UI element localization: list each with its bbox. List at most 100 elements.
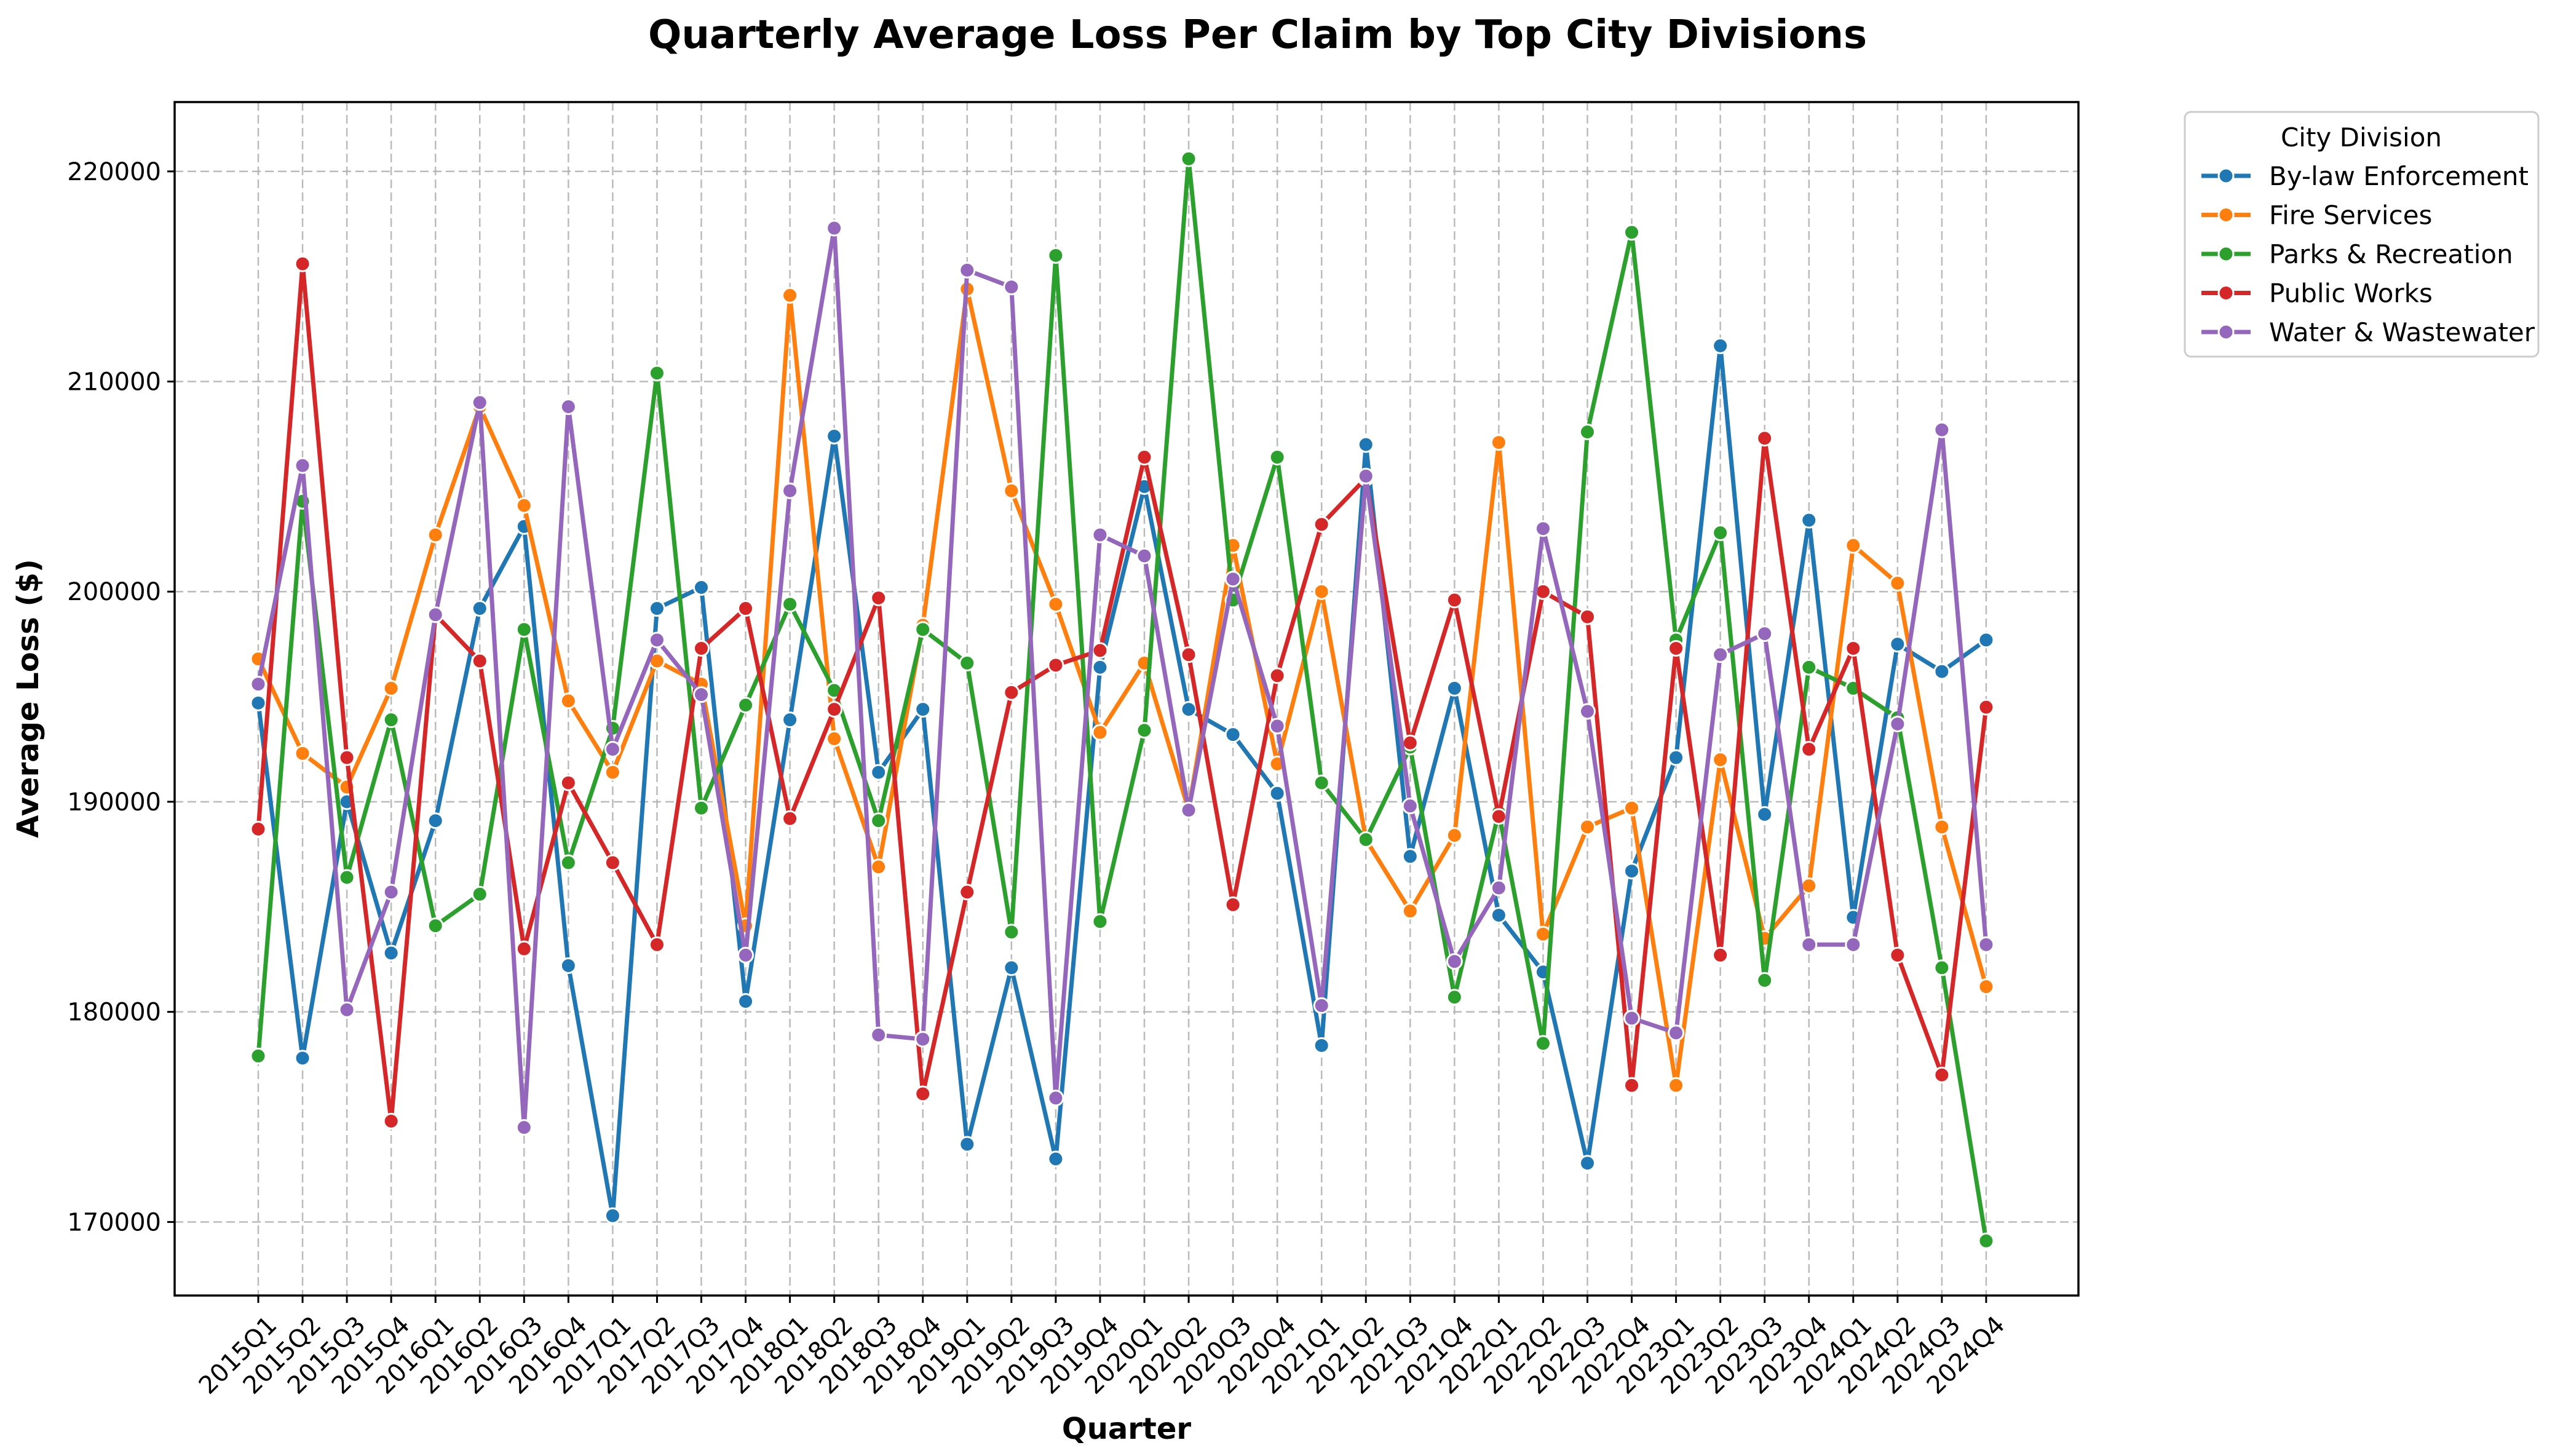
data-point-fire-services bbox=[870, 858, 887, 876]
data-point-parks-recreation bbox=[1269, 449, 1286, 466]
data-point-parks-recreation bbox=[515, 621, 533, 638]
data-point-public-works bbox=[604, 854, 621, 871]
data-point-public-works bbox=[1401, 734, 1419, 751]
legend: City Division By-law Enforcement Fire Ser… bbox=[2184, 111, 2540, 358]
data-point-by-law-enforcement bbox=[959, 1136, 976, 1153]
data-point-public-works bbox=[1091, 642, 1109, 659]
data-point-by-law-enforcement bbox=[1446, 679, 1463, 697]
data-point-by-law-enforcement bbox=[1269, 785, 1286, 802]
data-point-fire-services bbox=[1003, 482, 1020, 499]
data-point-public-works bbox=[1845, 639, 1862, 657]
data-point-public-works bbox=[1224, 896, 1242, 913]
data-point-by-law-enforcement bbox=[1889, 636, 1906, 653]
data-point-public-works bbox=[1047, 657, 1064, 674]
data-point-by-law-enforcement bbox=[693, 579, 710, 596]
data-point-fire-services bbox=[1668, 1077, 1685, 1094]
data-point-by-law-enforcement bbox=[914, 701, 932, 718]
data-point-public-works bbox=[1003, 684, 1020, 701]
data-point-water-wastewater bbox=[959, 261, 976, 279]
data-point-public-works bbox=[1712, 946, 1729, 963]
data-point-public-works bbox=[560, 774, 577, 791]
data-point-by-law-enforcement bbox=[560, 957, 577, 974]
data-point-parks-recreation bbox=[1933, 959, 1951, 976]
data-point-fire-services bbox=[560, 692, 577, 710]
data-point-parks-recreation bbox=[1800, 659, 1818, 676]
legend-entry-by-law-enforcement: By-law Enforcement bbox=[2201, 161, 2529, 191]
data-point-water-wastewater bbox=[1889, 716, 1906, 733]
data-point-fire-services bbox=[1845, 537, 1862, 554]
data-point-fire-services bbox=[427, 526, 444, 544]
data-point-water-wastewater bbox=[515, 1119, 533, 1136]
series-layer bbox=[250, 150, 1995, 1249]
legend-marker-parks-recreation bbox=[2217, 245, 2235, 263]
data-point-fire-services bbox=[515, 497, 533, 514]
data-point-public-works bbox=[1446, 592, 1463, 609]
data-point-water-wastewater bbox=[1357, 467, 1374, 485]
data-point-water-wastewater bbox=[250, 676, 267, 693]
data-point-fire-services bbox=[1623, 799, 1641, 817]
data-point-water-wastewater bbox=[1490, 879, 1507, 896]
data-point-parks-recreation bbox=[693, 799, 710, 817]
data-point-public-works bbox=[1313, 516, 1330, 533]
plot-frame bbox=[173, 101, 2080, 1297]
data-point-fire-services bbox=[294, 745, 311, 762]
data-point-by-law-enforcement bbox=[1933, 663, 1951, 680]
series-public-works bbox=[250, 255, 1995, 1130]
legend-entry-parks-recreation: Parks & Recreation bbox=[2201, 239, 2513, 269]
data-point-public-works bbox=[782, 810, 799, 827]
data-point-water-wastewater bbox=[1978, 936, 1995, 953]
data-point-water-wastewater bbox=[382, 884, 400, 901]
data-point-parks-recreation bbox=[338, 869, 355, 886]
legend-entry-fire-services: Fire Services bbox=[2201, 200, 2432, 231]
data-point-fire-services bbox=[1446, 827, 1463, 844]
data-point-by-law-enforcement bbox=[1668, 749, 1685, 766]
data-point-by-law-enforcement bbox=[1003, 959, 1020, 976]
series-line-water-wastewater bbox=[256, 226, 1989, 1130]
y-tick-label: 210000 bbox=[67, 368, 161, 396]
data-point-public-works bbox=[1800, 741, 1818, 758]
data-point-parks-recreation bbox=[1357, 831, 1374, 848]
legend-label-water-wastewater: Water & Wastewater bbox=[2269, 317, 2535, 347]
data-point-parks-recreation bbox=[1180, 150, 1197, 167]
grid-layer bbox=[175, 102, 2078, 1296]
data-point-parks-recreation bbox=[959, 654, 976, 671]
data-point-by-law-enforcement bbox=[471, 600, 488, 617]
data-point-by-law-enforcement bbox=[1313, 1037, 1330, 1054]
data-point-water-wastewater bbox=[1534, 520, 1551, 537]
data-point-water-wastewater bbox=[1756, 625, 1773, 643]
data-point-by-law-enforcement bbox=[1579, 1155, 1596, 1172]
data-point-water-wastewater bbox=[648, 631, 665, 649]
data-point-by-law-enforcement bbox=[1756, 805, 1773, 823]
data-point-fire-services bbox=[1933, 818, 1951, 836]
data-point-by-law-enforcement bbox=[1712, 337, 1729, 354]
legend-label-parks-recreation: Parks & Recreation bbox=[2269, 239, 2513, 269]
data-point-fire-services bbox=[1401, 903, 1419, 920]
series-by-law-enforcement bbox=[250, 337, 1995, 1224]
data-point-water-wastewater bbox=[1047, 1090, 1064, 1107]
y-tick-label: 200000 bbox=[67, 578, 161, 606]
data-point-parks-recreation bbox=[870, 812, 887, 829]
legend-frame bbox=[2184, 111, 2540, 358]
data-point-water-wastewater bbox=[338, 1001, 355, 1018]
data-point-fire-services bbox=[1978, 978, 1995, 995]
data-point-parks-recreation bbox=[1756, 971, 1773, 989]
data-point-parks-recreation bbox=[560, 854, 577, 871]
data-point-water-wastewater bbox=[1136, 547, 1153, 564]
data-point-water-wastewater bbox=[914, 1031, 932, 1048]
data-point-fire-services bbox=[1490, 434, 1507, 451]
x-axis-label: Quarter bbox=[1062, 1412, 1192, 1446]
data-point-by-law-enforcement bbox=[826, 427, 843, 445]
y-tick-label: 220000 bbox=[67, 158, 161, 186]
data-point-public-works bbox=[826, 701, 843, 718]
data-point-by-law-enforcement bbox=[1091, 659, 1109, 676]
data-point-water-wastewater bbox=[1623, 1010, 1641, 1027]
data-point-public-works bbox=[1668, 639, 1685, 657]
data-point-water-wastewater bbox=[1180, 802, 1197, 819]
data-point-public-works bbox=[1623, 1077, 1641, 1094]
data-point-water-wastewater bbox=[1446, 953, 1463, 970]
data-point-water-wastewater bbox=[826, 220, 843, 237]
data-point-water-wastewater bbox=[427, 606, 444, 623]
data-point-parks-recreation bbox=[382, 711, 400, 729]
data-point-fire-services bbox=[604, 764, 621, 781]
data-point-fire-services bbox=[1579, 818, 1596, 836]
